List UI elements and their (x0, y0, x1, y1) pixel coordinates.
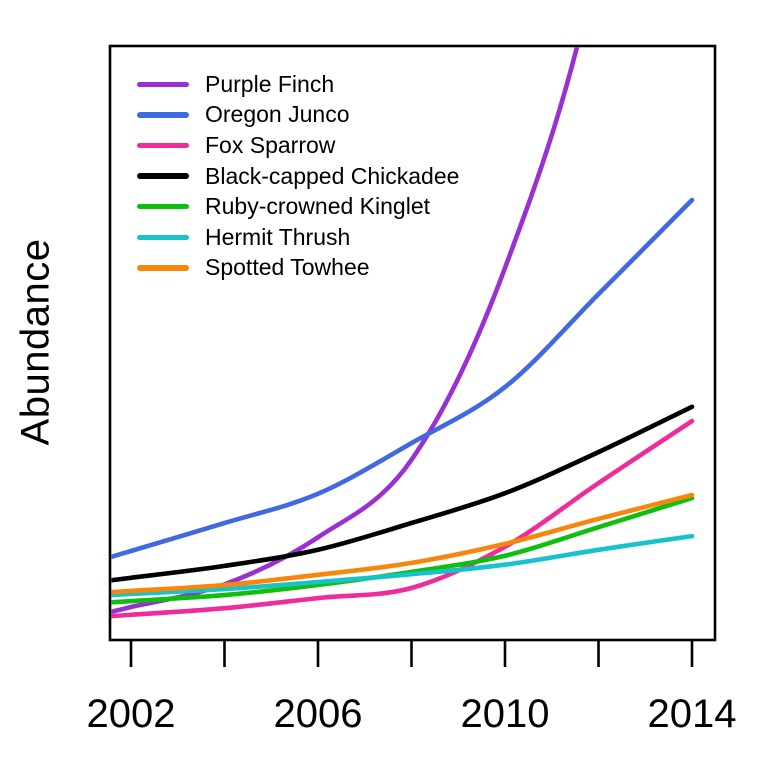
x-tick-label: 2006 (273, 692, 363, 736)
legend-line-swatch (137, 265, 189, 271)
plot-border (108, 44, 717, 642)
legend-line-swatch (137, 234, 189, 241)
legend-item-label: Black-capped Chickadee (205, 162, 460, 189)
series-line-fox-sparrow (111, 418, 695, 619)
legend-line-swatch (137, 203, 189, 210)
legend-item: Spotted Towhee (137, 253, 459, 284)
legend-item-label: Hermit Thrush (205, 223, 351, 250)
x-tick-label: 2010 (460, 692, 550, 736)
legend-item: Black-capped Chickadee (137, 161, 459, 192)
x-tick-label: 2002 (86, 692, 176, 736)
legend-item: Oregon Junco (137, 100, 459, 131)
legend-item-label: Purple Finch (205, 70, 335, 97)
legend-line-swatch (137, 81, 189, 88)
legend-item: Purple Finch (137, 69, 459, 100)
legend-item-label: Oregon Junco (205, 101, 350, 128)
legend-item: Ruby-crowned Kinglet (137, 191, 459, 222)
legend-line-swatch (137, 112, 189, 118)
legend-line-swatch (137, 173, 189, 179)
legend-item-label: Spotted Towhee (205, 254, 370, 281)
legend-item-label: Fox Sparrow (205, 131, 336, 158)
x-tick-label: 2014 (647, 692, 737, 736)
legend-item: Hermit Thrush (137, 222, 459, 253)
legend-item-label: Ruby-crowned Kinglet (205, 193, 431, 220)
legend-line-swatch (137, 142, 189, 149)
legend-item: Fox Sparrow (137, 130, 459, 161)
series-line-hermit-thrush (111, 533, 695, 598)
series-line-black-capped-chickadee (111, 404, 695, 583)
legend: Purple Finch Oregon Junco Fox Sparrow Bl… (137, 69, 459, 283)
series-line-spotted-towhee (111, 492, 695, 595)
series-line-oregon-junco (111, 197, 695, 559)
